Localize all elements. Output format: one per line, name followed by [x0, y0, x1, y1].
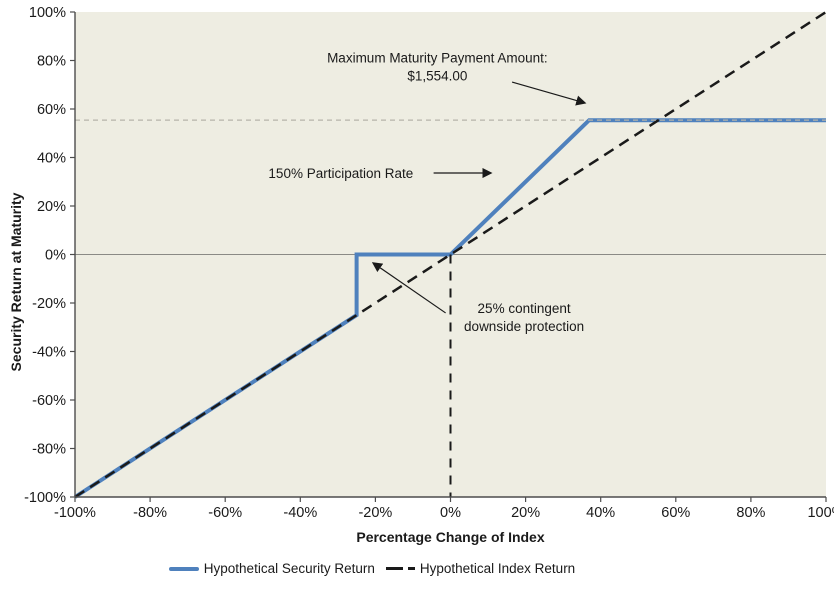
security-line-swatch — [168, 566, 199, 571]
y-tick-label: 60% — [37, 102, 66, 118]
y-tick-label: 20% — [37, 199, 66, 215]
plot-layer: Maximum Maturity Payment Amount: $1,554.0… — [24, 5, 834, 521]
max-payment-annotation-arrow — [511, 81, 587, 106]
legend-label-index: Hypothetical Index Return — [419, 561, 576, 576]
y-tick-label: -80% — [32, 442, 66, 458]
x-tick-label: 20% — [511, 505, 540, 521]
y-tick-label: 0% — [45, 248, 66, 264]
y-tick-label: 40% — [37, 151, 66, 167]
x-tick-label: -80% — [133, 505, 167, 521]
max-payment-annotation-label: Maximum Maturity Payment Amount: $1,554.0… — [327, 51, 548, 84]
y-tick-label: -40% — [32, 345, 66, 361]
downside-protection-annotation-label: 25% contingent downside protection — [464, 301, 584, 334]
y-tick-label: 80% — [37, 54, 66, 70]
series-index — [74, 10, 827, 499]
y-axis-title: Security Return at Maturity — [8, 192, 24, 372]
x-tick-label: 0% — [440, 505, 461, 521]
x-tick-label: -20% — [358, 505, 392, 521]
legend-item-index: Hypothetical Index Return — [385, 561, 576, 576]
legend-label-security: Hypothetical Security Return — [203, 561, 375, 576]
x-tick-label: -100% — [54, 505, 96, 521]
legend-item-security: Hypothetical Security Return — [168, 561, 375, 576]
y-tick-label: -60% — [32, 393, 66, 409]
downside-protection-annotation-arrow — [371, 262, 446, 314]
x-axis-title: Percentage Change of Index — [356, 529, 545, 545]
x-tick-label: 60% — [661, 505, 690, 521]
participation-rate-annotation-label: 150% Participation Rate — [268, 166, 413, 181]
x-tick-label: -60% — [208, 505, 242, 521]
y-tick-label: -20% — [32, 296, 66, 312]
x-tick-label: 100% — [807, 505, 834, 521]
y-tick-label: 100% — [29, 5, 66, 21]
x-tick-label: -40% — [283, 505, 317, 521]
x-tick-label: 40% — [586, 505, 615, 521]
legend: Hypothetical Security Return Hypothetica… — [0, 561, 789, 576]
index-line-swatch — [385, 567, 415, 570]
x-tick-label: 80% — [736, 505, 765, 521]
y-tick-label: -100% — [24, 490, 66, 506]
